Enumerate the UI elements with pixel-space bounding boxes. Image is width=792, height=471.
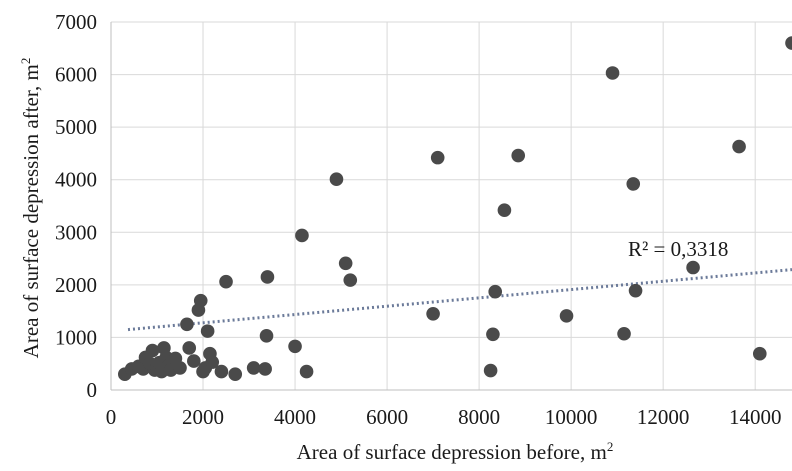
- y-axis-label-text: Area of surface depression after, m: [19, 64, 43, 358]
- data-point: [259, 329, 274, 343]
- data-point: [488, 284, 503, 299]
- data-point: [628, 283, 643, 298]
- y-tick-label: 3000: [55, 220, 97, 244]
- trendline-layer: [127, 268, 792, 332]
- data-point: [246, 361, 261, 375]
- data-point: [258, 362, 272, 376]
- y-tick-label: 5000: [55, 115, 97, 139]
- data-points: [118, 36, 792, 382]
- data-point: [483, 363, 498, 378]
- data-point: [200, 324, 215, 338]
- trendline: [127, 268, 792, 332]
- r-squared-annotation: R² = 0,3318: [628, 237, 728, 261]
- x-tick-label: 4000: [274, 405, 316, 429]
- x-tick-label: 14000: [729, 405, 782, 429]
- data-point: [343, 273, 358, 287]
- data-point: [486, 327, 500, 342]
- data-point: [626, 177, 641, 191]
- data-point: [214, 364, 229, 379]
- y-tick-label: 4000: [55, 168, 97, 192]
- x-axis-label: Area of surface depression before, m2: [297, 439, 614, 464]
- data-point: [732, 139, 746, 154]
- data-point: [686, 260, 700, 275]
- data-point: [295, 228, 309, 243]
- data-point: [426, 306, 440, 321]
- data-point: [219, 274, 233, 289]
- data-point: [205, 355, 220, 369]
- data-point: [173, 361, 187, 375]
- x-tick-label: 10000: [545, 405, 598, 429]
- data-point: [180, 317, 194, 332]
- data-point: [605, 66, 620, 80]
- y-tick-label: 6000: [55, 63, 97, 87]
- data-point: [785, 36, 792, 50]
- data-point: [338, 256, 353, 271]
- y-tick-labels: 0 1000 2000 3000 4000 5000 6000 7000: [55, 10, 97, 402]
- data-point: [752, 346, 767, 361]
- data-point: [617, 326, 631, 341]
- y-tick-label: 0: [87, 378, 98, 402]
- x-tick-label: 2000: [182, 405, 224, 429]
- x-tick-label: 12000: [637, 405, 690, 429]
- gridlines: [111, 21, 792, 390]
- data-point: [559, 309, 574, 323]
- data-point: [497, 203, 512, 218]
- data-point: [430, 150, 445, 165]
- data-point: [187, 354, 201, 368]
- data-point: [511, 148, 526, 163]
- x-axis-label-text: Area of surface depression before, m: [297, 440, 607, 464]
- axes: [110, 22, 792, 391]
- x-tick-label: 8000: [458, 405, 500, 429]
- data-point: [145, 343, 160, 358]
- x-tick-labels: 0 2000 4000 6000 8000 10000 12000 14000: [106, 405, 782, 429]
- data-point: [299, 364, 314, 379]
- data-point: [193, 293, 208, 308]
- x-tick-label: 6000: [366, 405, 408, 429]
- data-point: [329, 172, 344, 186]
- y-tick-label: 7000: [55, 10, 97, 34]
- data-point: [228, 367, 243, 382]
- y-tick-label: 2000: [55, 273, 97, 297]
- data-point: [182, 341, 197, 355]
- y-axis-label: Area of surface depression after, m2: [18, 58, 43, 359]
- y-axis-label-superscript: 2: [18, 58, 33, 65]
- x-axis-label-superscript: 2: [607, 439, 614, 454]
- x-tick-label: 0: [106, 405, 117, 429]
- data-point: [288, 339, 302, 354]
- y-tick-label: 1000: [55, 325, 97, 349]
- data-point: [260, 270, 275, 284]
